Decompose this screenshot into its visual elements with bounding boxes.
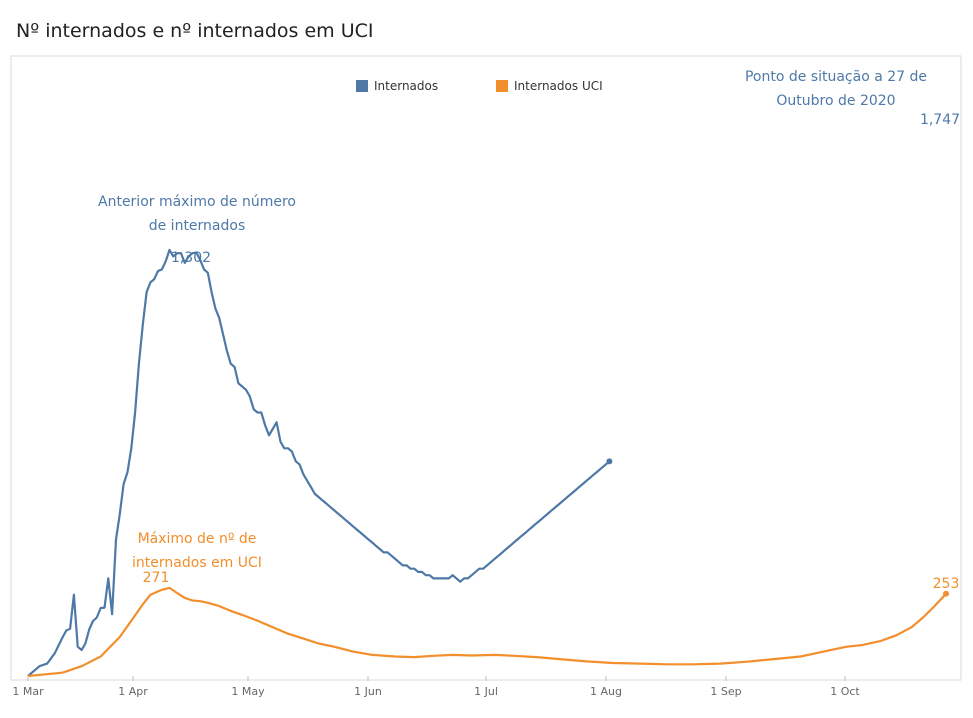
annotation-icu_last: 253 [933,576,960,592]
annotation-text: Outubro de 2020 [776,93,895,109]
legend-label: Internados UCI [514,79,603,93]
x-tick-label: 1 Sep [710,685,741,698]
annotation-text: Máximo de nº de [138,531,257,547]
legend-item-internados-uci[interactable]: Internados UCI [496,79,603,93]
x-tick-label: 1 Oct [830,685,860,698]
legend-swatch [356,80,368,92]
peak-label: 1,747 [920,112,960,128]
x-tick-label: 1 Jun [354,685,382,698]
legend-swatch [496,80,508,92]
x-axis-ticks: 1 Mar 1 Apr 1 May 1 Jun 1 Jul 1 Aug 1 Sep 1 Oct [12,676,860,698]
plot-frame [10,55,962,681]
annotation-text: Anterior máximo de número [98,194,296,210]
annotation-text: Ponto de situação a 27 de [745,69,927,85]
peak-label: 253 [933,576,960,592]
legend-item-internados[interactable]: Internados [356,79,438,93]
x-tick-label: 1 Jul [474,685,498,698]
endpoint-internados [606,458,613,465]
annotation-text: de internados [149,218,246,234]
peak-label: 271 [143,570,170,586]
x-tick-label: 1 Mar [12,685,44,698]
legend[interactable]: Internados Internados UCI [356,79,603,93]
series-line-internados [27,248,611,677]
annotation-status: Ponto de situação a 27 de Outubro de 2020… [745,69,960,128]
series-lines [27,248,949,678]
x-tick-label: 1 Apr [118,685,148,698]
x-tick-label: 1 Aug [590,685,622,698]
annotations: Anterior máximo de número de internados 1,… [98,69,960,592]
endpoint-internados-uci [943,590,949,597]
annotation-text: internados em UCI [132,555,262,571]
annotation-prev_max: Anterior máximo de número de internados 1,… [98,194,296,266]
series-line-internados-uci [27,586,947,678]
legend-label: Internados [374,79,438,93]
peak-label: 1,302 [171,250,211,266]
x-tick-label: 1 May [231,685,265,698]
chart-title: Nº internados e nº internados em UCI [16,20,374,42]
